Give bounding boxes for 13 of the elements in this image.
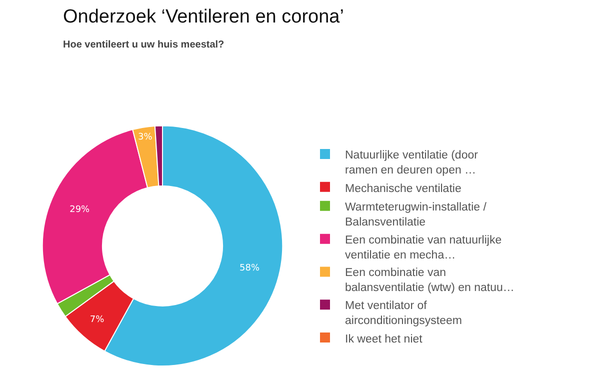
data-label: 3% [138, 132, 153, 142]
legend-label: Ik weet het niet [345, 334, 424, 346]
chart-title: Onderzoek ‘Ventileren en corona’ [63, 6, 344, 28]
chart-subtitle: Hoe ventileert u uw huis meestal? [63, 39, 224, 50]
data-label: 29% [70, 205, 90, 216]
legend-label: Met ventilator of airconditioningsysteem [345, 300, 462, 328]
data-label: 7% [90, 314, 105, 325]
legend-label: Een combinatie van balansventilatie (wtw) en natuu… [345, 267, 514, 294]
legend-label: Een combinatie van natuurlijke ventilatie en mecha… [345, 234, 502, 262]
legend-label: Warmteterugwin-installatie / Balansventilatie [345, 201, 488, 228]
legend-label: Mechanische ventilatie [345, 182, 462, 195]
legend-label: Natuurlijke ventilatie (door ramen en deuren open … [345, 150, 478, 176]
data-label: 58% [240, 263, 260, 274]
